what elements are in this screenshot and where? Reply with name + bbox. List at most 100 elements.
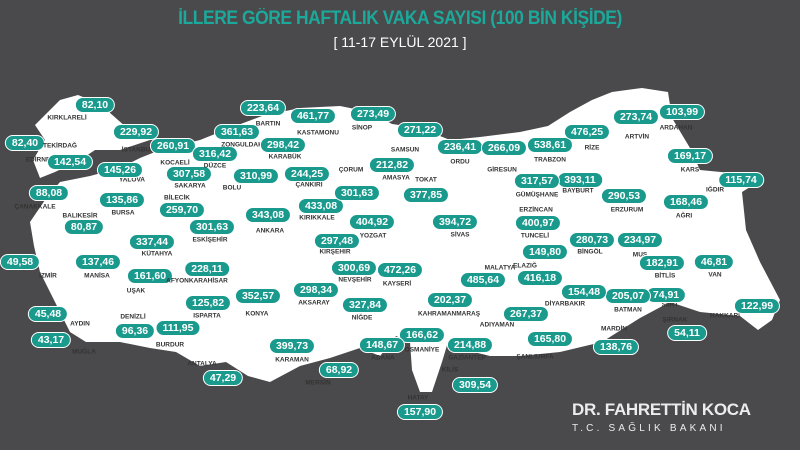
province-label-kocaeli: KOCAELİ [160, 159, 190, 167]
province-label-bingol: BİNGÖL [577, 248, 603, 256]
province-value-trabzon: 538,61 [526, 137, 574, 153]
province-value-duzce: 316,42 [191, 146, 239, 162]
province-label-isparta: ISPARTA [193, 312, 221, 320]
province-value-erzurum: 290,53 [600, 188, 648, 204]
province-label-sivas: SİVAS [450, 231, 470, 239]
province-label-usak: UŞAK [126, 287, 146, 295]
province-label-manisa: MANİSA [84, 272, 110, 280]
province-value-afyonkarahisar: 228,11 [184, 261, 230, 277]
province-value-van: 46,81 [693, 254, 735, 270]
province-value-giresun: 266,09 [480, 140, 528, 156]
province-value-sivas: 394,72 [431, 214, 479, 230]
province-value-bilecik: 259,70 [158, 202, 206, 218]
province-value-zonguldak: 361,63 [213, 124, 261, 140]
province-value-manisa: 137,46 [74, 254, 122, 270]
province-value-aksaray: 298,34 [292, 282, 340, 298]
province-label-bitlis: BİTLİS [654, 272, 676, 280]
province-value-kutahya: 337,44 [128, 234, 176, 250]
province-label-van: VAN [708, 271, 722, 279]
province-value-sinop: 273,49 [349, 106, 397, 122]
province-value-hakkari: 122,99 [733, 298, 781, 314]
province-label-canakkale: ÇANAKKALE [14, 203, 56, 211]
province-value-mugla: 43,17 [30, 332, 72, 348]
province-value-diyarbakir: 154,48 [560, 284, 608, 300]
province-value-bartin: 223,64 [239, 100, 287, 116]
province-value-ankara: 343,08 [244, 207, 292, 223]
province-value-sakarya: 307,58 [165, 166, 213, 182]
province-value-osmaniye: 166,62 [398, 327, 446, 343]
province-value-bolu: 310,99 [232, 168, 280, 184]
province-value-sanliurfa: 165,80 [526, 331, 574, 347]
province-value-canakkale: 88,08 [28, 185, 70, 201]
province-value-bingol: 280,73 [568, 232, 616, 248]
province-label-tekirdag: TEKİRDAĞ [43, 142, 77, 150]
province-label-artvin: ARTVİN [624, 133, 650, 141]
province-label-sakarya: SAKARYA [174, 182, 206, 190]
province-value-batman: 205,07 [604, 288, 652, 304]
province-value-burdur: 111,95 [155, 320, 201, 336]
province-value-mus: 234,97 [616, 232, 664, 248]
province-value-kahramanmaras: 202,37 [426, 292, 474, 308]
province-label-malatya: MALATYA [484, 264, 516, 272]
province-value-karabuk: 298,42 [259, 137, 307, 153]
province-label-gumushane: GÜMÜŞHANE [515, 191, 559, 199]
province-value-artvin: 273,74 [612, 109, 660, 125]
province-value-sirnak: 54,11 [667, 325, 707, 341]
province-label-duzce: DÜZCE [203, 162, 227, 170]
province-value-kars: 169,17 [666, 148, 714, 164]
province-label-tokat: TOKAT [415, 176, 437, 184]
province-label-osmaniye: OSMANİYE [404, 346, 440, 354]
province-label-hakkari: HAKKARİ [710, 312, 740, 320]
signature-role: T.C. SAĞLIK BAKANI [572, 423, 726, 434]
province-label-adiyaman: ADIYAMAN [479, 321, 515, 329]
province-label-gaziantep: GAZİANTEP [448, 354, 486, 362]
province-label-agri: AĞRI [675, 212, 693, 220]
province-label-mus: MUŞ [632, 251, 648, 259]
province-value-istanbul: 229,92 [112, 124, 160, 140]
province-label-sinop: SİNOP [351, 124, 373, 132]
province-value-samsun: 271,22 [396, 122, 444, 138]
province-label-antalya: ANTALYA [187, 360, 217, 368]
province-value-hatay: 157,90 [396, 404, 444, 420]
province-label-kutahya: KÜTAHYA [141, 250, 173, 258]
province-label-kilis: KİLİS [441, 366, 459, 374]
province-label-cankiri: ÇANKIRI [295, 181, 323, 189]
province-label-eskisehir: ESKİŞEHİR [192, 236, 228, 244]
province-value-mersin: 68,92 [318, 362, 360, 378]
province-value-antalya: 47,29 [202, 370, 244, 386]
province-value-kirsehir: 297,48 [313, 233, 361, 249]
province-label-bartin: BARTIN [255, 120, 281, 128]
province-label-tunceli: TUNCELİ [520, 232, 550, 240]
page-title: İLLERE GÖRE HAFTALIK VAKA SAYISI (100 Bİ… [178, 8, 622, 29]
province-label-zonguldak: ZONGULDAK [221, 141, 263, 149]
province-value-kirikkale: 433,08 [297, 198, 345, 214]
province-label-erzincan: ERZİNCAN [519, 206, 553, 214]
province-label-corum: ÇORUM [338, 166, 364, 174]
province-label-kastamonu: KASTAMONU [297, 129, 339, 137]
province-label-kirikkale: KIRIKKALE [299, 214, 335, 222]
province-label-kahramanmaras: KAHRAMANMARAŞ [417, 310, 481, 318]
province-value-gaziantep: 214,88 [446, 337, 494, 353]
province-value-nevsehir: 300,69 [330, 260, 378, 276]
province-value-bayburt: 393,11 [557, 172, 603, 188]
province-value-gumushane: 317,57 [513, 173, 561, 189]
province-value-yozgat: 404,92 [348, 214, 396, 230]
province-value-kayseri: 472,26 [376, 262, 424, 278]
province-label-ankara: ANKARA [255, 227, 285, 235]
province-label-konya: KONYA [245, 310, 269, 318]
signature-name: DR. FAHRETTİN KOCA [572, 400, 751, 419]
province-value-kocaeli: 260,91 [149, 138, 197, 154]
province-label-bilecik: BİLECİK [164, 194, 190, 202]
province-value-ardahan: 103,99 [658, 104, 706, 120]
province-value-ordu: 236,41 [436, 139, 484, 155]
province-value-bursa: 135,86 [98, 192, 146, 208]
province-label-afyonkarahisar: AFYONKARAHİSAR [166, 277, 228, 285]
province-label-edirne: EDİRNE [25, 156, 51, 164]
province-label-elazig: ELAZIĞ [513, 262, 537, 270]
province-value-nigde: 327,84 [341, 297, 389, 313]
province-value-adana: 148,67 [358, 337, 406, 353]
province-label-kirklareli: KIRKLARELİ [47, 114, 87, 122]
province-value-tunceli: 149,80 [521, 244, 569, 260]
province-value-eskisehir: 301,63 [188, 219, 236, 235]
province-value-kastamonu: 461,77 [289, 108, 337, 124]
